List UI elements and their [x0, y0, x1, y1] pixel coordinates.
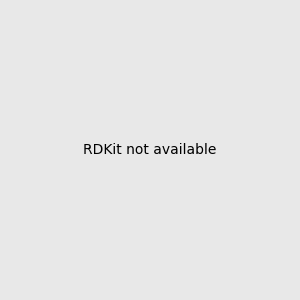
Text: RDKit not available: RDKit not available	[83, 143, 217, 157]
